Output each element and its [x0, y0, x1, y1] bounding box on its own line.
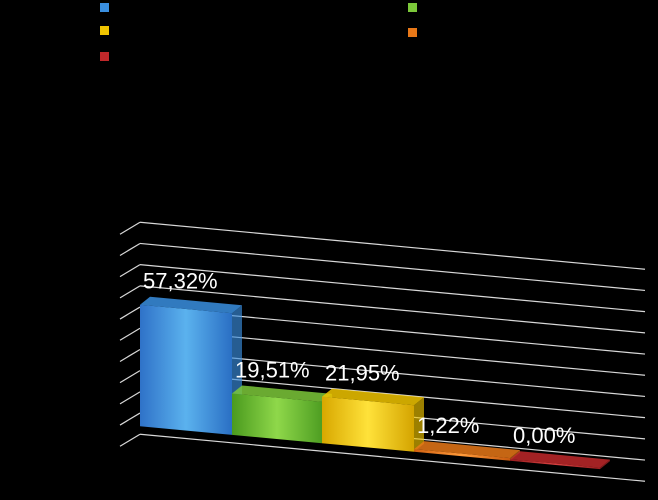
wall-tick [119, 348, 141, 362]
bar [140, 296, 242, 435]
bar [414, 441, 520, 461]
wall-tick [119, 433, 141, 447]
data-label: 19,51% [235, 357, 310, 382]
wall-tick [119, 391, 141, 405]
wall-tick [119, 221, 141, 235]
bar-front [232, 393, 322, 444]
data-label: 0,00% [513, 423, 575, 448]
gridline [139, 242, 646, 292]
bar-top [414, 441, 520, 459]
gridline [139, 221, 646, 270]
bar-front [414, 449, 510, 461]
legend-swatch [100, 26, 109, 35]
legend-swatch [100, 3, 109, 12]
wall-tick [119, 327, 141, 341]
wall-tick [119, 370, 141, 384]
wall-tick [119, 242, 141, 256]
gridline [139, 285, 646, 334]
gridline [139, 433, 646, 482]
bar-top [232, 385, 332, 402]
legend-swatch [408, 28, 417, 37]
data-label: 57,32% [143, 269, 218, 294]
wall-tick [119, 306, 141, 320]
data-label: 1,22% [417, 413, 479, 438]
wall-tick [119, 264, 141, 278]
bar [232, 385, 332, 444]
bar-top [510, 451, 610, 468]
bar-front [322, 396, 414, 452]
bar-top [140, 296, 242, 314]
bar-front [510, 459, 600, 470]
legend [100, 3, 417, 61]
bar-front [140, 304, 232, 435]
bar [510, 451, 610, 470]
legend-swatch [100, 52, 109, 61]
data-label: 21,95% [325, 361, 400, 386]
bar-top [322, 388, 424, 406]
bar-side [414, 397, 424, 452]
legend-swatch [408, 3, 417, 12]
gridline [139, 264, 646, 313]
bar-side [600, 459, 610, 470]
wall-tick [119, 412, 141, 426]
bar [322, 388, 424, 452]
data-labels: 57,32% 19,51% 21,95% 1,22% 0,00% [143, 269, 575, 448]
wall-tick [119, 285, 141, 299]
bars [140, 296, 610, 470]
